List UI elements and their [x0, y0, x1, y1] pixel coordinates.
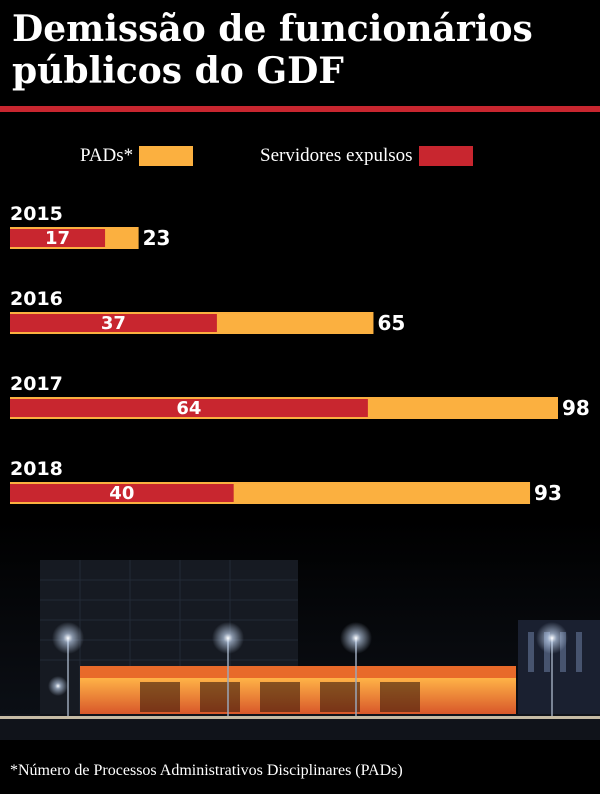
year-label: 2015 [10, 203, 63, 225]
bar-expulsos [10, 229, 106, 247]
data-label-pads: 98 [562, 396, 590, 420]
bar-expulsos [10, 314, 217, 332]
data-label-pads: 65 [377, 311, 405, 335]
chart-title: Demissão de funcionários públicos do GDF [12, 8, 533, 92]
legend-swatch-servidores [418, 146, 473, 166]
data-label-expulsos: 17 [45, 228, 70, 249]
legend-label-pads: PADs* [80, 145, 134, 166]
year-label: 2016 [10, 288, 63, 310]
data-label-expulsos: 37 [101, 313, 126, 334]
legend-item-pads: PADs* [80, 144, 194, 168]
data-label-pads: 23 [143, 226, 171, 250]
bar-expulsos [10, 399, 368, 417]
legend-item-servidores: Servidores expulsos [260, 144, 473, 168]
data-label-pads: 93 [534, 481, 562, 505]
data-label-expulsos: 64 [176, 398, 201, 419]
legend-swatch-pads [139, 146, 194, 166]
data-label-expulsos: 40 [109, 483, 134, 504]
footnote: *Número de Processos Administrativos Dis… [10, 762, 403, 779]
year-label: 2018 [10, 458, 63, 480]
year-label: 2017 [10, 373, 63, 395]
bar-expulsos [10, 484, 234, 502]
bar-chart: 2015 17 23 2016 37 65 2017 64 98 2018 40 93 [10, 203, 590, 505]
title-divider [0, 106, 600, 112]
building-night-photo [0, 520, 600, 740]
legend-label-servidores: Servidores expulsos [260, 145, 413, 166]
